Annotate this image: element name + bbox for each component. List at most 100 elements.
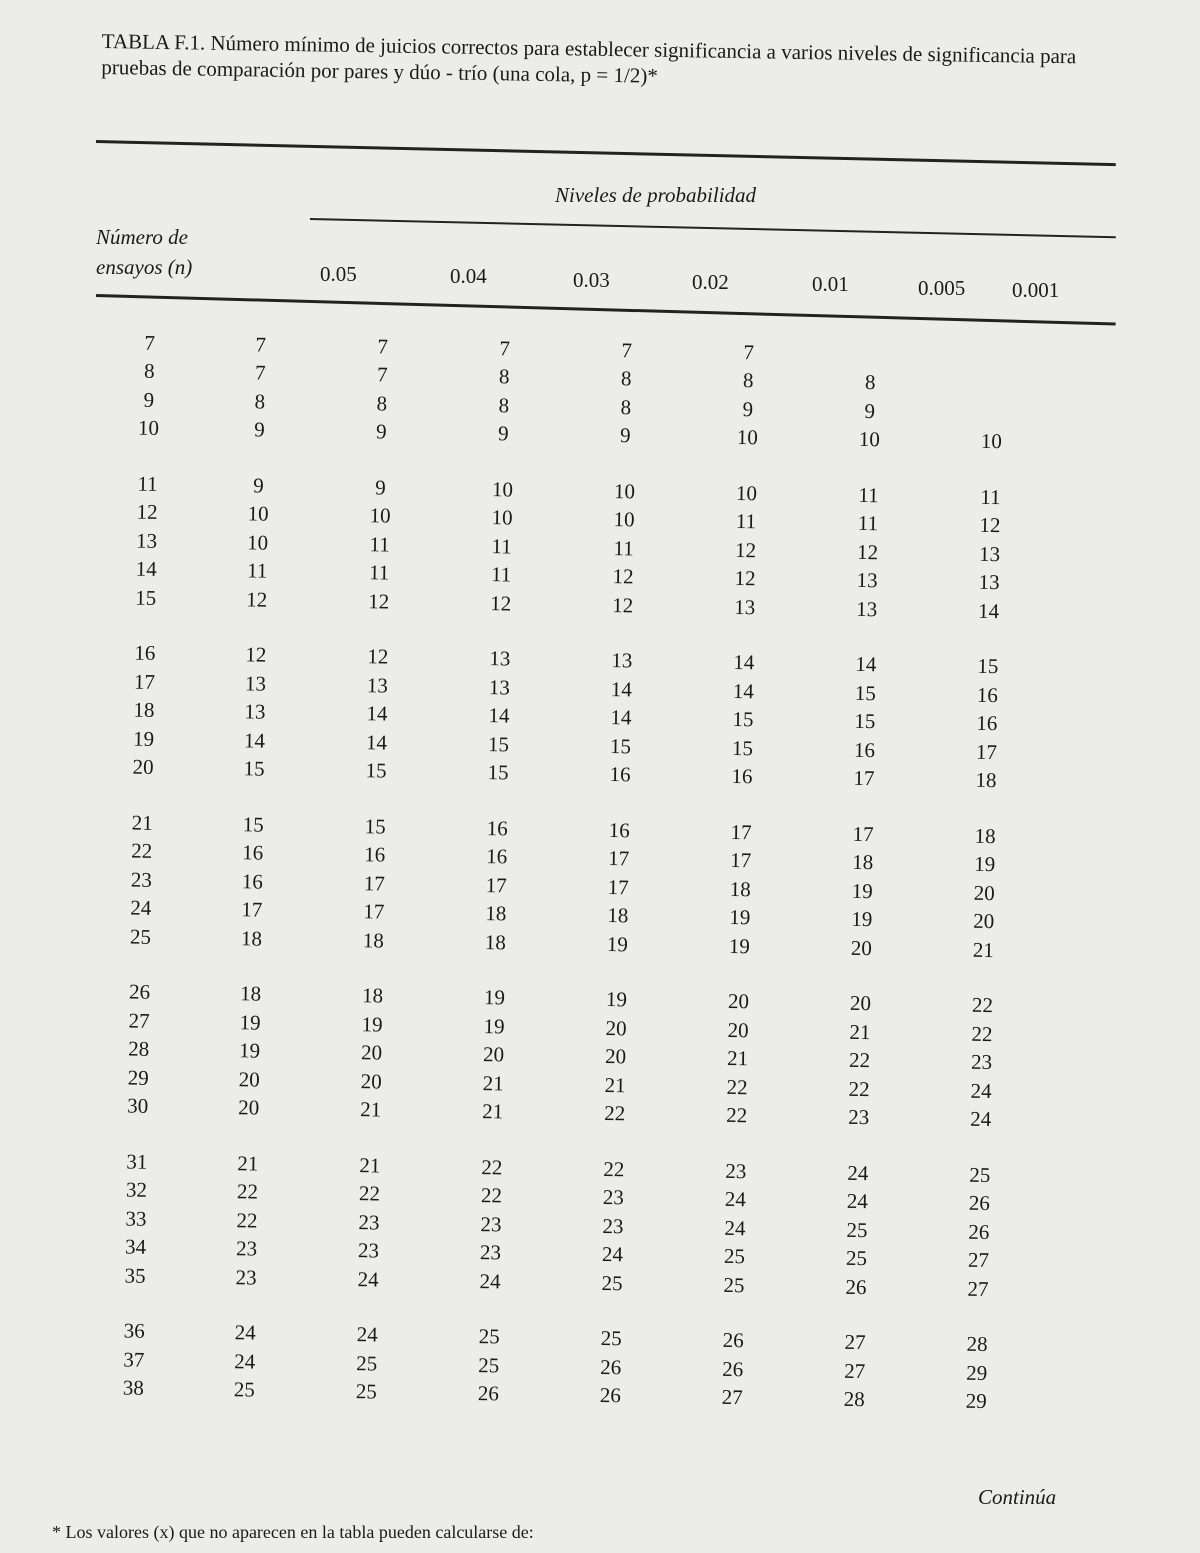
value-cell: 28 (843, 1387, 865, 1412)
value-cell: 23 (235, 1236, 258, 1261)
value-cell: 20 (850, 935, 873, 960)
value-cell: 25 (723, 1244, 746, 1269)
value-cell: 27 (967, 1247, 990, 1273)
value-cell: 9 (864, 398, 876, 423)
value-cell: 24 (724, 1187, 747, 1212)
value-cell: 15 (732, 707, 754, 732)
value-cell: 11 (490, 562, 512, 587)
value-cell: 14 (732, 678, 755, 704)
value-cell: 20 (849, 991, 872, 1016)
value-cell: 15 (487, 731, 510, 757)
value-cell: 20 (360, 1040, 383, 1065)
value-cell: 12 (368, 588, 390, 614)
column-header: 0.005 (918, 276, 966, 300)
value-cell: 26 (722, 1356, 744, 1381)
value-cell: 25 (723, 1272, 745, 1297)
value-cell: 19 (606, 931, 629, 957)
value-cell: 15 (731, 735, 754, 761)
value-cell: 17 (363, 899, 385, 924)
value-cell: 18 (975, 768, 997, 793)
value-cell: 11 (369, 532, 390, 557)
value-cell: 16 (241, 869, 264, 894)
value-cell: 29 (965, 1388, 987, 1414)
value-cell: 25 (846, 1217, 868, 1242)
value-cell: 14 (365, 729, 388, 755)
value-cell: 24 (234, 1348, 256, 1374)
value-cell: 11 (980, 484, 1001, 509)
value-cell: 18 (484, 929, 507, 955)
trial-count-cell: 14 (135, 556, 157, 582)
value-cell: 16 (608, 817, 630, 843)
value-cell: 11 (858, 482, 879, 507)
value-cell: 23 (602, 1185, 625, 1210)
value-cell: 20 (604, 1044, 627, 1069)
value-cell: 26 (968, 1191, 991, 1216)
value-cell: 22 (480, 1183, 503, 1208)
value-cell: 9 (375, 475, 386, 500)
trial-count-cell: 31 (126, 1149, 148, 1174)
value-cell: 16 (731, 764, 753, 789)
value-cell: 10 (613, 507, 635, 532)
value-cell: 17 (853, 766, 875, 791)
value-cell: 20 (973, 909, 995, 934)
value-cell: 22 (971, 993, 994, 1018)
value-cell: 17 (241, 897, 263, 922)
value-cell: 17 (975, 739, 998, 764)
value-cell (931, 412, 1053, 414)
value-cell: 17 (607, 874, 629, 900)
value-cell: 26 (722, 1328, 744, 1353)
value-cell: 29 (966, 1360, 988, 1385)
value-cell (931, 384, 1053, 386)
value-cell: 9 (375, 419, 387, 444)
value-cell: 20 (727, 989, 750, 1014)
value-cell: 20 (238, 1067, 260, 1092)
value-cell: 15 (365, 758, 387, 783)
value-cell: 12 (856, 539, 879, 564)
column-header: 0.05 (320, 262, 357, 286)
value-cell: 19 (483, 1013, 505, 1039)
trial-count-cell: 36 (123, 1318, 145, 1344)
value-cell: 19 (361, 1011, 383, 1037)
value-cell: 10 (246, 530, 269, 555)
value-cell: 27 (844, 1358, 866, 1383)
value-cell: 21 (726, 1046, 749, 1071)
value-cell: 21 (482, 1070, 504, 1096)
trial-count-cell: 10 (137, 415, 160, 441)
row-header: Número de ensayos (n) (96, 225, 193, 279)
value-cell: 27 (967, 1276, 989, 1301)
value-cell: 14 (733, 650, 755, 675)
value-cell: 11 (735, 509, 757, 534)
value-cell: 15 (487, 760, 509, 785)
value-cell: 18 (362, 927, 385, 953)
trial-count-cell: 35 (124, 1263, 146, 1288)
value-cell: 13 (366, 672, 389, 698)
value-cell: 25 (478, 1324, 500, 1349)
value-cell: 14 (855, 652, 877, 677)
value-cell: 7 (376, 362, 388, 387)
column-header: 0.001 (1012, 278, 1060, 302)
value-cell: 7 (377, 334, 389, 359)
trial-count-cell: 22 (131, 838, 153, 864)
column-header: 0.04 (450, 264, 487, 288)
value-cell: 26 (599, 1383, 621, 1408)
value-cell: 12 (612, 564, 634, 589)
value-cell: 13 (978, 570, 1000, 595)
value-cell: 15 (854, 709, 876, 734)
trial-count-cell: 17 (133, 669, 156, 694)
value-cell: 12 (367, 644, 389, 669)
value-cell: 21 (237, 1151, 259, 1176)
value-cell: 20 (973, 880, 995, 905)
value-cell: 13 (244, 671, 267, 696)
value-cell (810, 353, 932, 355)
value-cell: 16 (364, 842, 386, 867)
value-cell: 8 (864, 370, 876, 395)
value-cell: 15 (609, 733, 632, 759)
value-cell: 21 (360, 1097, 382, 1122)
value-cell: 12 (734, 566, 756, 591)
value-cell: 14 (977, 598, 1000, 623)
value-cell: 19 (238, 1038, 261, 1063)
value-cell: 16 (609, 762, 631, 787)
value-cell: 23 (480, 1211, 502, 1237)
value-cell: 23 (970, 1050, 993, 1075)
